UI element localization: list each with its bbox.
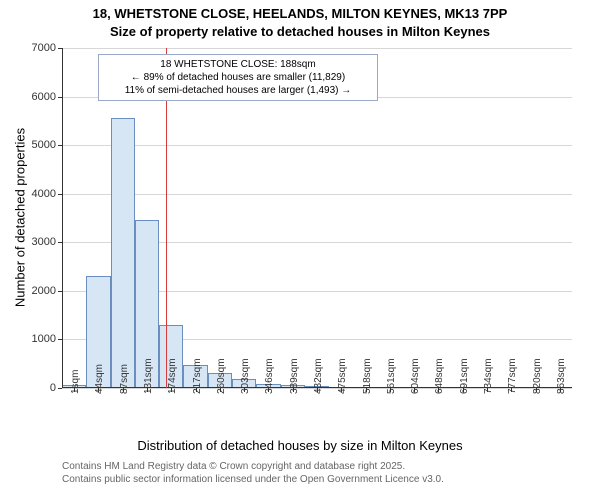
xtick-label: 346sqm: [264, 358, 275, 394]
xtick-label: 734sqm: [483, 358, 494, 394]
y-axis-label: Number of detached properties: [13, 118, 28, 318]
property-size-histogram: 18, WHETSTONE CLOSE, HEELANDS, MILTON KE…: [0, 0, 600, 500]
xtick-label: 691sqm: [459, 358, 470, 394]
histogram-bar: [111, 118, 135, 388]
annotation-line3: 11% of semi-detached houses are larger (…: [105, 84, 371, 97]
xtick-label: 44sqm: [94, 364, 105, 394]
xtick-label: 475sqm: [337, 358, 348, 394]
xtick-label: 604sqm: [410, 358, 421, 394]
ytick-label: 4000: [32, 188, 62, 200]
xtick-label: 561sqm: [386, 358, 397, 394]
gridline: [62, 48, 572, 49]
x-axis-label: Distribution of detached houses by size …: [0, 438, 600, 453]
annotation-line1: 18 WHETSTONE CLOSE: 188sqm: [105, 58, 371, 71]
chart-title-line2: Size of property relative to detached ho…: [0, 24, 600, 39]
ytick-label: 7000: [32, 42, 62, 54]
xtick-label: 432sqm: [313, 358, 324, 394]
xtick-label: 1sqm: [70, 370, 81, 394]
xtick-label: 260sqm: [216, 358, 227, 394]
y-axis-line: [62, 48, 63, 388]
x-axis-line: [62, 387, 572, 388]
xtick-label: 863sqm: [556, 358, 567, 394]
xtick-label: 648sqm: [434, 358, 445, 394]
ytick-label: 3000: [32, 236, 62, 248]
ytick-label: 1000: [32, 333, 62, 345]
xtick-label: 303sqm: [240, 358, 251, 394]
xtick-label: 820sqm: [532, 358, 543, 394]
xtick-label: 87sqm: [119, 364, 130, 394]
plot-area: 010002000300040005000600070001sqm44sqm87…: [62, 48, 572, 388]
ytick-label: 5000: [32, 139, 62, 151]
xtick-label: 518sqm: [362, 358, 373, 394]
annotation-line2: ← 89% of detached houses are smaller (11…: [105, 71, 371, 84]
attribution: Contains HM Land Registry data © Crown c…: [62, 460, 444, 486]
attribution-line1: Contains HM Land Registry data © Crown c…: [62, 460, 444, 473]
ytick-label: 6000: [32, 91, 62, 103]
chart-title-line1: 18, WHETSTONE CLOSE, HEELANDS, MILTON KE…: [0, 6, 600, 21]
xtick-label: 174sqm: [167, 358, 178, 394]
ytick-label: 0: [50, 382, 62, 394]
gridline: [62, 145, 572, 146]
xtick-label: 131sqm: [143, 358, 154, 394]
attribution-line2: Contains public sector information licen…: [62, 473, 444, 486]
gridline: [62, 194, 572, 195]
annotation-box: 18 WHETSTONE CLOSE: 188sqm← 89% of detac…: [98, 54, 378, 101]
xtick-label: 389sqm: [289, 358, 300, 394]
xtick-label: 217sqm: [192, 358, 203, 394]
ytick-label: 2000: [32, 285, 62, 297]
xtick-label: 777sqm: [507, 358, 518, 394]
